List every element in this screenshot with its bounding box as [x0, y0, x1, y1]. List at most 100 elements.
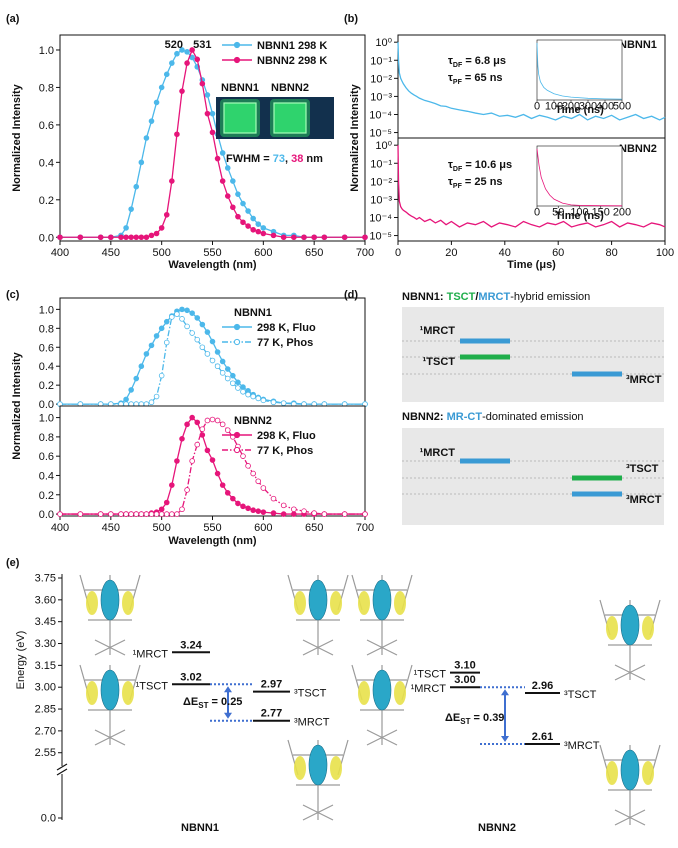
y-tick-label: 10⁻⁵ [369, 231, 392, 243]
data-point [240, 503, 246, 510]
y-tick-label: 0.4 [39, 361, 54, 373]
data-point [224, 490, 231, 496]
data-point [214, 470, 221, 477]
data-point [158, 506, 165, 513]
x-tick-label: 450 [102, 522, 120, 534]
level-value: 2.61 [532, 731, 553, 743]
data-point [179, 316, 185, 322]
data-point [224, 427, 231, 433]
data-point [230, 380, 236, 387]
data-point [280, 502, 287, 509]
data-point [250, 215, 256, 222]
x-tick-label: 450 [102, 247, 120, 259]
y-tick-label: 2.85 [35, 704, 56, 716]
data-point [255, 395, 262, 402]
annotation-text: = 10.6 μs [462, 159, 512, 171]
data-point [209, 357, 216, 364]
data-point [184, 60, 190, 66]
group-label: NBNN1 [181, 822, 219, 834]
level-bar [572, 475, 622, 481]
data-point [235, 385, 241, 391]
annotation-symbol: τ [448, 72, 453, 84]
gap-subscript: ST [460, 717, 470, 726]
data-point [194, 441, 201, 448]
data-point [128, 387, 134, 393]
annotation-subscript: DF [453, 62, 463, 69]
data-point [255, 478, 262, 485]
x-axis-label: Wavelength (nm) [168, 535, 257, 547]
data-point [163, 71, 170, 78]
gap-text: = 0.39 [470, 712, 504, 724]
x-tick-label: 550 [203, 522, 221, 534]
level-bar [460, 338, 510, 344]
title-part: NBNN1: [402, 291, 447, 303]
data-point [148, 399, 155, 406]
level-label: ¹TSCT [414, 669, 447, 681]
data-point [163, 339, 170, 346]
annotation: τPF = 65 ns [448, 72, 503, 86]
x-tick-label: 400 [51, 522, 69, 534]
data-point [138, 234, 145, 241]
orbital-lobe [122, 681, 134, 705]
y-axis-label: Energy (eV) [15, 631, 27, 690]
group-label: NBNN2 [478, 822, 516, 834]
data-point [240, 219, 246, 226]
diagram-title: NBNN1: TSCT/MRCT-hybrid emission [402, 291, 590, 303]
y-tick-label: 10⁻³ [370, 91, 392, 103]
data-point [260, 485, 267, 491]
panel-label: (a) [6, 13, 20, 25]
data-point [77, 234, 84, 241]
photo-sample [273, 102, 307, 134]
orbital-lobe [642, 761, 654, 785]
data-point [224, 366, 231, 372]
x-tick-label: 0 [534, 101, 540, 113]
data-point [184, 323, 190, 330]
data-point [153, 230, 160, 237]
y-tick-label: 10⁻¹ [370, 55, 392, 67]
data-point [291, 506, 297, 513]
y-tick-label: 0.6 [39, 120, 54, 132]
y-tick-label: 0.2 [39, 490, 54, 502]
level-value: 2.77 [261, 708, 282, 720]
data-point [169, 482, 175, 488]
level-value: 3.00 [454, 674, 475, 686]
legend-title: NBNN2 [234, 415, 272, 427]
y-tick-label: 1.0 [39, 304, 54, 316]
orbital-lobe [606, 761, 618, 785]
annotation-text: = 6.8 μs [462, 55, 506, 67]
data-point [209, 338, 216, 345]
level-label: ¹TSCT [423, 356, 456, 368]
data-point [240, 200, 246, 207]
data-point [235, 213, 241, 220]
data-point [270, 399, 277, 406]
legend-marker [233, 338, 241, 346]
x-tick-label: 100 [545, 101, 563, 113]
data-point [291, 234, 297, 241]
photo-label: NBNN1 [221, 82, 259, 94]
legend-marker [233, 431, 241, 439]
data-point [311, 510, 317, 516]
legend-title: NBNN1 [234, 307, 272, 319]
panel-label: (e) [6, 557, 20, 569]
y-tick-label: 2.55 [35, 747, 56, 759]
legend-marker [233, 41, 241, 49]
data-point [235, 379, 241, 386]
level-label: ¹MRCT [420, 325, 456, 337]
y-tick-label: 0.4 [39, 470, 54, 482]
data-point [194, 315, 201, 321]
x-tick-label: 60 [552, 247, 564, 259]
data-point [250, 470, 256, 477]
data-point [199, 321, 206, 328]
annotation-symbol: τ [448, 159, 453, 171]
y-tick-label: 3.15 [35, 660, 56, 672]
level-label: ³MRCT [564, 740, 600, 752]
title-part: / [475, 291, 478, 303]
level-value: 2.96 [532, 680, 553, 692]
data-point [230, 495, 236, 502]
fwhm-part: , [285, 153, 291, 165]
data-point [219, 150, 226, 156]
data-point [123, 396, 129, 403]
orbital-lobe [86, 591, 98, 615]
data-point [214, 155, 221, 162]
x-tick-label: 400 [51, 247, 69, 259]
